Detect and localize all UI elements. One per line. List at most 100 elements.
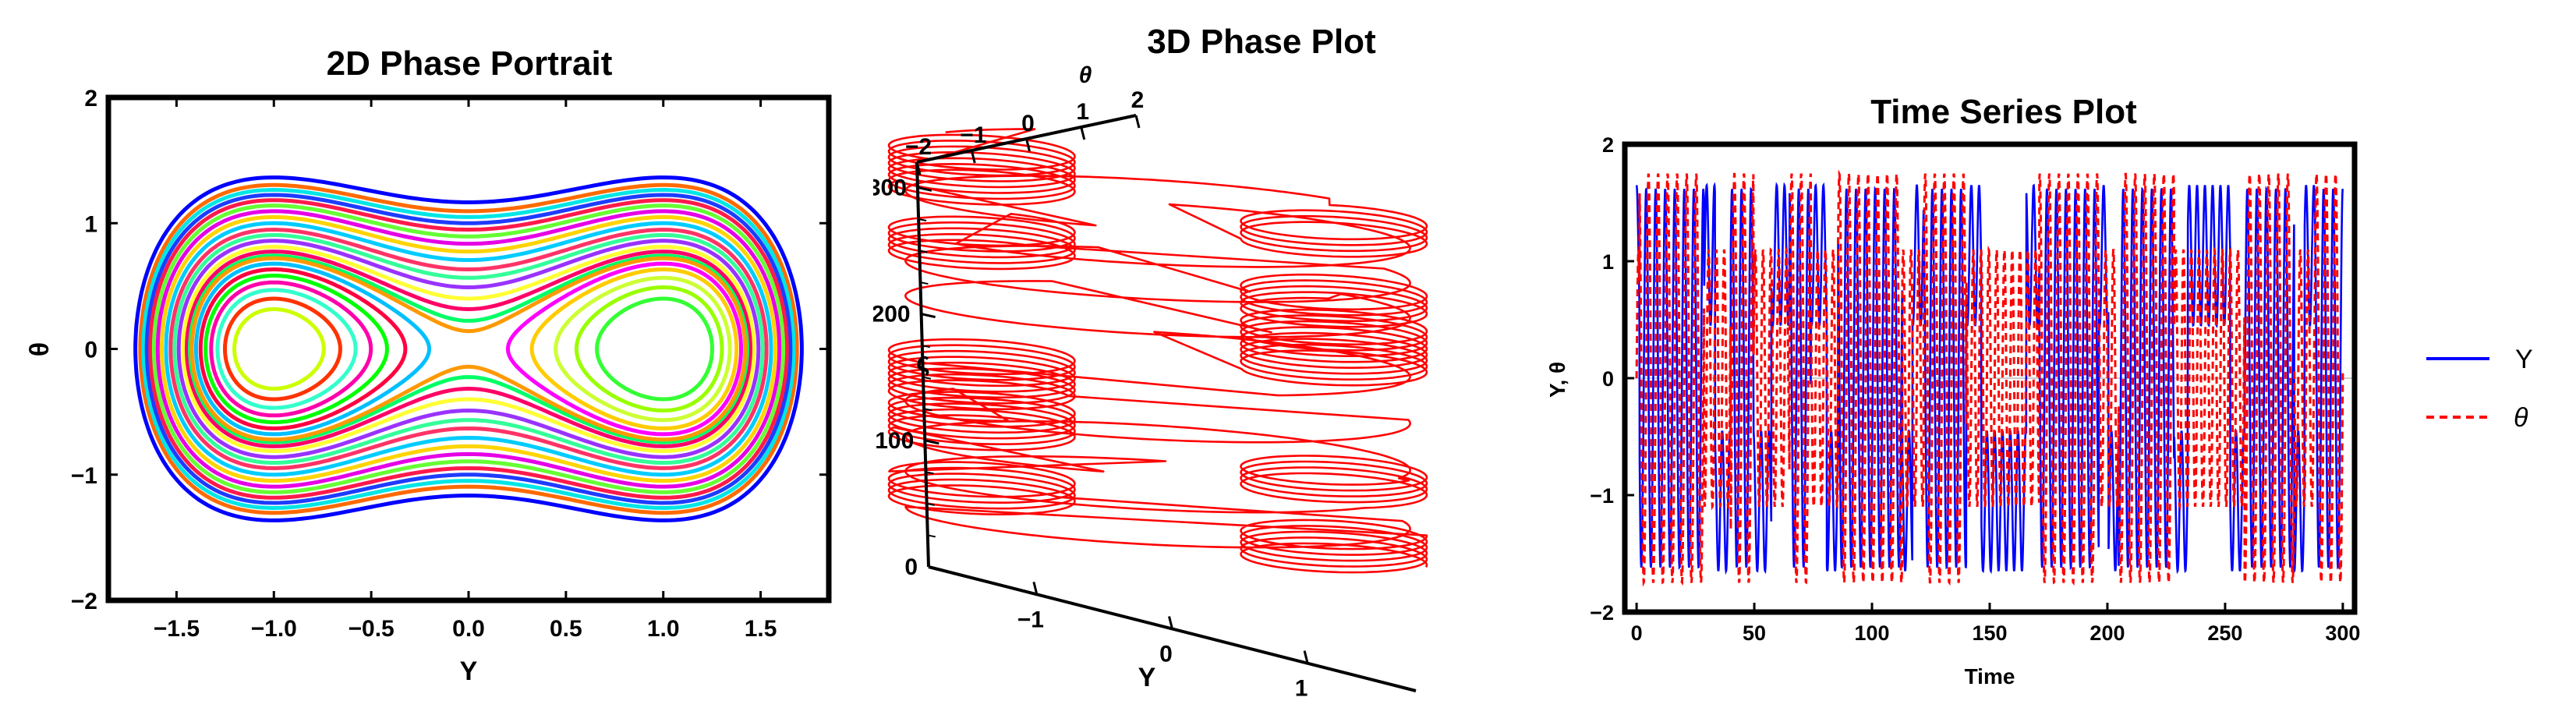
- x-tick-label: −1.0: [251, 616, 297, 642]
- orbit-curve: [164, 221, 773, 477]
- y-tick-label: −1: [1017, 607, 1044, 632]
- z-tick: [928, 565, 943, 572]
- z-minor-tick: [927, 534, 936, 538]
- orbit-curve: [141, 187, 796, 511]
- z-tick-label: 100: [875, 428, 914, 454]
- theta-tick-label: 0: [1021, 111, 1035, 136]
- z-tick-label: 300: [873, 175, 907, 200]
- theta-tick-label: 2: [1131, 87, 1145, 113]
- y-tick-label: 2: [1602, 133, 1614, 157]
- orbit-curve: [529, 267, 739, 430]
- theta-tick: [970, 150, 976, 164]
- orbit-curve: [144, 193, 793, 505]
- phase-portrait-2d-chart: 2D Phase Portrait −1.5 −1.0 −0.5 0.0 0.5 1.0 1…: [25, 44, 832, 686]
- y-tick: [1168, 616, 1173, 629]
- x-tick-label: 0.0: [452, 616, 485, 642]
- y-axis-label: Y, θ: [1545, 362, 1569, 398]
- orbit-curve: [138, 182, 799, 515]
- x-axis-label: Time: [1965, 664, 2015, 688]
- z-tick-label: 0: [904, 554, 918, 580]
- legend-label-theta: θ: [2514, 403, 2528, 433]
- chart-title: 2D Phase Portrait: [327, 44, 613, 83]
- legend-label-y: Y: [2515, 345, 2533, 374]
- y-axis-label: Y: [1138, 663, 1156, 692]
- z-minor-tick: [919, 250, 928, 253]
- theta-tick: [1134, 115, 1141, 129]
- orbit-curve: [187, 253, 750, 444]
- x-tick-label: 150: [1972, 621, 2007, 645]
- chart-title: Time Series Plot: [1870, 93, 2137, 131]
- x-tick-label: 50: [1743, 621, 1766, 645]
- z-minor-tick: [923, 408, 932, 412]
- orbit-curve: [172, 233, 765, 465]
- z-minor-tick: [925, 471, 934, 475]
- orbit-curve: [203, 274, 389, 424]
- x-axis-label: Y: [460, 657, 478, 686]
- y-tick: [1032, 581, 1039, 595]
- orbit-curve: [160, 214, 777, 483]
- z-minor-tick: [920, 281, 929, 285]
- orbit-curve: [181, 244, 756, 454]
- series-theta-line: [1635, 169, 2344, 587]
- trajectory-line: [887, 128, 1428, 574]
- y-tick-label: −1: [71, 463, 97, 489]
- axis-ticks: 0 50 100 150 200 250 300 −2 −1 0 1 2: [1590, 133, 2360, 645]
- orbit-curve: [215, 288, 358, 410]
- time-series-chart: Time Series Plot 0 50 100 150 200 250 300−2−10…: [1545, 93, 2533, 688]
- phase-orbits: [133, 175, 804, 522]
- x-tick-label: 0.5: [550, 616, 582, 642]
- theta-tick-label: −2: [905, 134, 932, 160]
- orbit-curve: [148, 198, 789, 500]
- theta-tick: [1025, 138, 1031, 152]
- y-tick-label: 2: [84, 86, 97, 111]
- x-tick-label: 250: [2207, 621, 2242, 645]
- orbit-curve: [168, 227, 769, 471]
- time-series-lines: [1625, 169, 2355, 587]
- orbit-curve: [194, 261, 431, 437]
- z-tick: [917, 186, 932, 192]
- chart-title: 3D Phase Plot: [1147, 23, 1376, 61]
- y-tick-label: 0: [1602, 367, 1614, 391]
- z-minor-tick: [922, 345, 930, 349]
- y-tick-label: −1: [1590, 484, 1614, 508]
- y-tick-label: 0: [84, 338, 97, 363]
- y-tick-label: 1: [1295, 676, 1308, 702]
- z-tick: [924, 439, 939, 445]
- x-tick-label: 100: [1855, 621, 1890, 645]
- series-y-line: [1635, 182, 2344, 575]
- orbit-curve: [554, 275, 732, 423]
- theta-tick-label: −1: [960, 122, 986, 148]
- x-tick-label: 1.0: [647, 616, 680, 642]
- x-tick-label: 1.5: [745, 616, 777, 642]
- theta-axis-label: θ: [1079, 62, 1092, 88]
- trajectory-3d: [887, 128, 1428, 574]
- box-axes: 0 100 200 300 −2 −1 0 1 2 −1 0 1: [873, 87, 1417, 702]
- z-minor-tick: [922, 376, 932, 380]
- y-tick-label: 0: [1159, 642, 1173, 667]
- z-minor-tick: [926, 502, 935, 506]
- orbit-curve: [209, 280, 373, 418]
- y-tick-label: 1: [84, 211, 97, 237]
- orbit-curve: [184, 250, 753, 448]
- orbit-curve: [506, 261, 743, 437]
- theta-tick: [915, 161, 922, 175]
- x-tick-label: 0: [1631, 621, 1643, 645]
- z-minor-tick: [918, 218, 927, 221]
- x-tick-label: 300: [2325, 621, 2360, 645]
- orbit-curve: [223, 296, 342, 402]
- orbit-curve: [232, 307, 326, 391]
- orbit-curve: [189, 256, 748, 442]
- orbit-curve: [176, 239, 761, 459]
- axis-ticks: −1.5 −1.0 −0.5 0.0 0.5 1.0 1.5 −2 −1 0 1 2: [71, 86, 829, 642]
- orbit-curve: [574, 285, 724, 412]
- orbit-curve: [155, 209, 782, 489]
- y-tick-label: −2: [1590, 601, 1614, 625]
- y-tick-label: 1: [1602, 250, 1614, 274]
- z-tick: [921, 313, 936, 319]
- legend: Y θ: [2426, 345, 2533, 433]
- orbit-curve: [133, 175, 804, 522]
- x-tick-label: −0.5: [349, 616, 395, 642]
- theta-tick: [1080, 126, 1086, 140]
- z-tick-label: 200: [873, 302, 911, 327]
